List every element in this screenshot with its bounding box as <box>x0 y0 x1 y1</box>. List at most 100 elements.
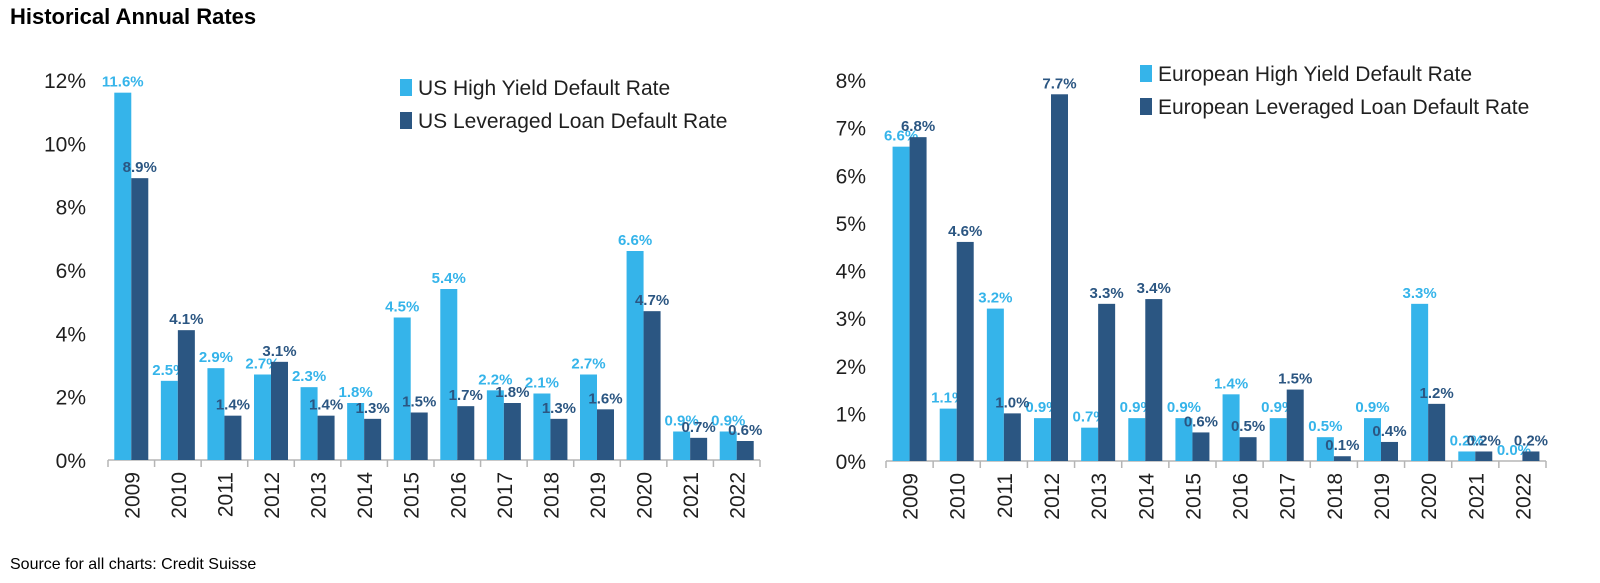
bar-dark <box>1145 299 1163 461</box>
data-label: 3.2% <box>978 290 1012 307</box>
data-label: 1.4% <box>216 397 250 414</box>
data-label: 0.4% <box>1372 423 1406 440</box>
x-tick-label: 2013 <box>1088 473 1111 520</box>
bar-light <box>1364 418 1381 461</box>
data-label: 1.3% <box>356 400 390 417</box>
x-tick-label: 2022 <box>1512 473 1535 520</box>
legend-label: US Leveraged Loan Default Rate <box>418 110 727 133</box>
data-label: 0.6% <box>1184 413 1218 430</box>
bar-dark <box>177 330 195 460</box>
bar-dark <box>690 437 708 460</box>
y-tick-label: 1% <box>836 403 866 426</box>
bar-dark <box>410 412 428 460</box>
data-label: 3.3% <box>1403 285 1437 302</box>
data-label: 0.9% <box>711 413 745 430</box>
data-label: 2.3% <box>292 368 326 385</box>
bar-light <box>580 374 597 460</box>
bar-dark <box>224 415 242 460</box>
legend-label: US High Yield Default Rate <box>418 77 670 100</box>
y-tick-label: 0% <box>56 450 86 473</box>
x-tick-label: 2015 <box>401 472 424 519</box>
x-tick-label: 2010 <box>947 473 970 520</box>
bar-light <box>673 431 691 460</box>
data-label: 1.5% <box>1278 371 1312 388</box>
x-tick-label: 2021 <box>1465 473 1488 520</box>
bar-light <box>1175 418 1193 461</box>
legend-swatch-dark <box>400 112 412 129</box>
data-label: 1.7% <box>449 387 483 404</box>
y-tick-label: 7% <box>836 118 866 141</box>
bar-light <box>207 368 225 460</box>
bar-dark <box>1333 456 1351 461</box>
x-tick-label: 2019 <box>587 472 610 519</box>
bar-light <box>1222 394 1240 461</box>
source-note: Source for all charts: Credit Suisse <box>10 556 257 573</box>
bar-dark <box>909 137 927 461</box>
x-tick-label: 2016 <box>447 472 470 519</box>
data-label: 7.7% <box>1042 75 1076 92</box>
data-label: 11.6% <box>102 74 144 91</box>
bar-light <box>1081 427 1099 461</box>
x-tick-label: 2014 <box>354 472 377 519</box>
legend-swatch-light <box>1140 65 1152 82</box>
y-tick-label: 5% <box>836 213 866 236</box>
x-tick-label: 2012 <box>261 472 284 519</box>
legend-label: European High Yield Default Rate <box>1158 63 1472 86</box>
data-label: 3.1% <box>262 343 296 360</box>
data-label: 1.4% <box>309 397 343 414</box>
bar-dark <box>1051 94 1068 461</box>
bar-dark <box>597 409 614 460</box>
x-tick-label: 2019 <box>1371 473 1394 520</box>
data-label: 2.7% <box>571 356 605 373</box>
bar-light <box>440 289 458 460</box>
x-tick-label: 2011 <box>994 473 1017 518</box>
bar-light <box>393 317 411 460</box>
x-tick-label: 2009 <box>121 472 144 519</box>
data-label: 1.6% <box>588 390 622 407</box>
data-label: 0.9% <box>1167 399 1201 416</box>
x-tick-label: 2017 <box>494 472 517 519</box>
x-tick-label: 2020 <box>1418 473 1441 520</box>
x-tick-label: 2018 <box>1324 473 1347 520</box>
data-label: 2.2% <box>478 371 512 388</box>
data-label: 1.8% <box>339 384 373 401</box>
bar-dark <box>317 415 335 460</box>
bar-dark <box>1003 413 1021 461</box>
bar-light <box>719 431 737 460</box>
x-tick-label: 2011 <box>214 472 237 517</box>
data-label: 1.4% <box>1214 375 1248 392</box>
bar-light <box>892 146 910 462</box>
y-tick-label: 4% <box>56 323 86 346</box>
data-label: 0.9% <box>665 413 699 430</box>
page-title: Historical Annual Rates <box>10 4 257 29</box>
data-label: 1.0% <box>995 394 1029 411</box>
legend-label: European Leveraged Loan Default Rate <box>1158 96 1529 119</box>
bar-dark <box>550 418 568 460</box>
data-label: 0.5% <box>1231 418 1265 435</box>
x-tick-label: 2021 <box>680 472 703 519</box>
bar-light <box>486 390 504 460</box>
bar-light <box>939 408 957 461</box>
bar-dark <box>503 403 521 460</box>
x-tick-label: 2009 <box>900 473 923 520</box>
bar-dark <box>1428 403 1446 461</box>
bar-light <box>1269 418 1287 461</box>
data-label: 0.2% <box>1467 432 1501 449</box>
data-label: 1.3% <box>542 400 576 417</box>
data-label: 6.6% <box>618 232 652 249</box>
data-label: 4.7% <box>635 292 669 309</box>
bar-light <box>114 92 132 461</box>
data-label: 0.5% <box>1308 418 1342 435</box>
data-label: 1.5% <box>402 394 436 411</box>
bar-light <box>347 403 365 460</box>
y-tick-label: 8% <box>56 197 86 220</box>
legend-swatch-dark <box>1140 98 1152 115</box>
data-label: 6.8% <box>901 118 935 135</box>
data-label: 8.9% <box>123 159 157 176</box>
data-label: 4.1% <box>169 311 203 328</box>
bar-light <box>160 380 178 460</box>
bar-dark <box>1475 451 1493 461</box>
data-label: 3.4% <box>1137 280 1171 297</box>
x-tick-label: 2018 <box>540 472 563 519</box>
bar-dark <box>271 361 288 460</box>
